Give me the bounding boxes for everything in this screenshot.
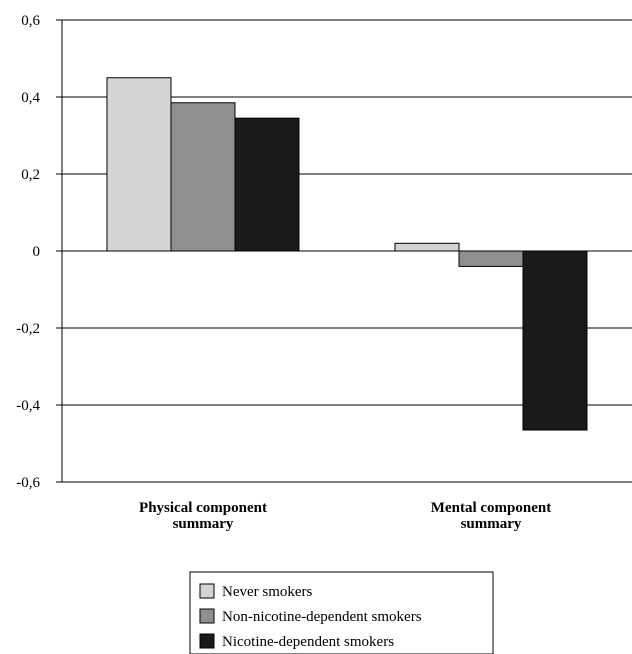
bar [234,117,300,252]
legend-box [189,571,494,654]
y-tick-label: 0,2 [21,167,40,183]
y-tick-label: -0,2 [16,321,40,337]
y-tick-labels: 0,6 0,4 0,2 0 -0,2 -0,4 -0,6 [16,13,40,491]
category-label: summary [173,516,234,532]
y-tick-label: -0,4 [16,398,40,414]
legend: Never smokers Non-nicotine-dependent smok… [189,571,494,654]
category-label: summary [461,516,522,532]
y-tick-label: 0,6 [21,13,40,29]
y-tick-label: -0,6 [16,475,40,491]
legend-swatch [199,583,215,599]
bar [522,250,588,431]
y-tick-label: 0 [33,244,41,260]
bar [458,250,524,267]
legend-swatch [199,633,215,649]
legend-entry: Nicotine-dependent smokers [222,634,394,650]
y-tick-label: 0,4 [21,90,40,106]
legend-entry: Non-nicotine-dependent smokers [222,609,422,625]
category-label: Mental component [431,500,551,516]
bar [170,102,236,252]
category-label: Physical component [139,500,267,516]
legend-swatch [199,608,215,624]
bars [106,77,588,431]
legend-entry: Never smokers [222,584,313,600]
bar [106,77,172,252]
bar [394,242,460,252]
